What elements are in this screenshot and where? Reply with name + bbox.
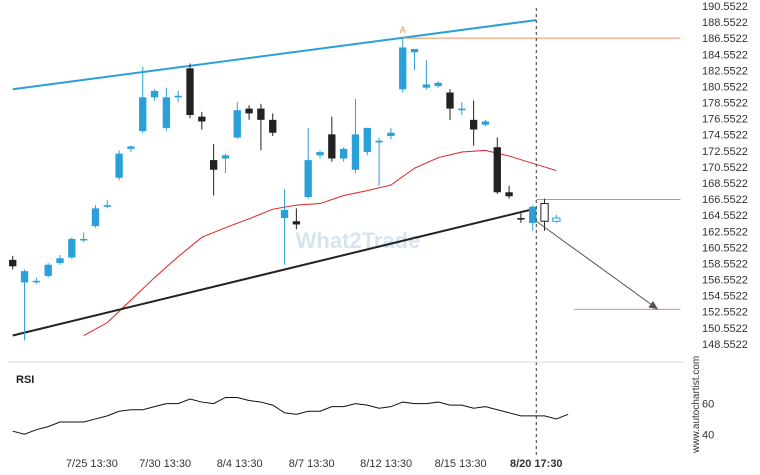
candle-body: [20, 271, 29, 283]
trendline-lower: [12, 207, 537, 337]
candle-body: [481, 121, 490, 125]
forecast-candle-body: [552, 217, 561, 222]
candle-body: [233, 110, 241, 138]
moving-average-line: [83, 149, 557, 336]
price-tick-label: 188.5522: [702, 17, 748, 29]
candles: [9, 37, 561, 341]
candle-body: [363, 127, 371, 153]
candle-body: [56, 258, 64, 264]
price-tick-label: 182.5522: [702, 65, 748, 77]
price-tick-label: 160.5522: [702, 242, 748, 254]
candle-body: [221, 155, 230, 159]
rsi-line: [12, 396, 569, 435]
candle-body: [304, 160, 312, 198]
time-tick-label: 8/15 13:30: [435, 458, 487, 470]
candle-body: [162, 97, 171, 128]
price-tick-label: 190.5522: [702, 1, 748, 13]
price-tick-label: 164.5522: [702, 210, 748, 222]
time-tick-label: 7/30 13:30: [139, 458, 191, 470]
price-tick-label: 156.5522: [702, 275, 748, 287]
candle-body: [280, 209, 289, 219]
candle-body: [79, 238, 88, 241]
candle-body: [91, 208, 100, 227]
candle-body: [174, 95, 182, 98]
pattern-point-a: A: [400, 25, 406, 35]
price-tick-label: 148.5522: [702, 339, 748, 351]
price-tick-label: 150.5522: [702, 323, 748, 335]
price-tick-label: 158.5522: [702, 258, 748, 270]
level-lines: [402, 37, 681, 310]
candle-body: [505, 192, 513, 197]
price-tick-label: 152.5522: [702, 307, 748, 319]
trendlines: [12, 19, 537, 337]
candle-body: [529, 206, 537, 223]
price-tick-label: 174.5522: [702, 130, 748, 142]
candle-body: [269, 119, 277, 133]
candle-body: [351, 134, 360, 170]
rsi-series: [12, 396, 569, 435]
projection-arrow: [535, 220, 659, 310]
candle-body: [150, 90, 159, 98]
candle-body: [32, 280, 41, 283]
price-axis: 190.5522 188.5522 186.5522 184.5522 182.5522…: [702, 1, 748, 351]
rsi-title: RSI: [16, 374, 34, 386]
candle-body: [115, 153, 123, 178]
candle-body: [245, 108, 253, 114]
price-tick-label: 170.5522: [702, 162, 748, 174]
price-tick-label: 172.5522: [702, 146, 748, 158]
price-tick-label: 176.5522: [702, 114, 748, 126]
candle-body: [387, 132, 395, 136]
candle-body: [103, 205, 111, 207]
credit-watermark: www.autochartist.com: [691, 356, 702, 454]
trendline-upper: [12, 19, 537, 91]
time-tick-label: 8/7 13:30: [289, 458, 335, 470]
candle-body: [517, 218, 525, 220]
rsi-tick-label: 40: [702, 429, 714, 441]
candle-body: [186, 68, 194, 116]
projection-arrow-head: [648, 300, 658, 310]
price-tick-label: 168.5522: [702, 178, 748, 190]
rsi-axis: 60 40: [702, 399, 714, 442]
candle-body: [292, 221, 301, 225]
rsi-tick-label: 60: [702, 399, 714, 411]
time-tick-label: 8/20 17:30: [510, 458, 563, 470]
candle-body: [422, 84, 431, 88]
moving-average: [83, 149, 557, 336]
candle-body: [375, 140, 383, 143]
candle-body: [410, 49, 419, 53]
candle-body: [469, 119, 478, 130]
price-tick-label: 186.5522: [702, 33, 748, 45]
price-tick-label: 154.5522: [702, 291, 748, 303]
candle-body: [9, 259, 17, 267]
candle-body: [328, 134, 336, 159]
time-tick-label: 8/4 13:30: [217, 458, 263, 470]
candle-body: [493, 147, 501, 193]
candle-body: [339, 148, 348, 159]
time-axis: 7/25 13:30 7/30 13:30 8/4 13:30 8/7 13:30 8/…: [66, 458, 563, 470]
candle-body: [257, 108, 265, 120]
forecast-candle-body: [540, 203, 549, 222]
price-tick-label: 166.5522: [702, 194, 748, 206]
projection-arrow-line: [535, 220, 659, 310]
price-tick-label: 162.5522: [702, 226, 748, 238]
candle-body: [44, 264, 52, 276]
candle-body: [316, 152, 324, 156]
watermark-logo: What2Trade: [296, 228, 421, 253]
price-tick-label: 178.5522: [702, 98, 748, 110]
candle-body: [68, 238, 76, 258]
price-tick-label: 180.5522: [702, 81, 748, 93]
candle-body: [198, 116, 206, 122]
candle-body: [458, 108, 466, 111]
candle-body: [399, 47, 407, 90]
candle-body: [127, 146, 135, 149]
time-tick-label: 7/25 13:30: [66, 458, 118, 470]
candle-body: [139, 97, 147, 132]
price-tick-label: 184.5522: [702, 49, 748, 61]
time-tick-label: 8/12 13:30: [360, 458, 412, 470]
candle-body: [209, 160, 218, 170]
candle-body: [434, 82, 442, 87]
candle-body: [446, 92, 454, 109]
